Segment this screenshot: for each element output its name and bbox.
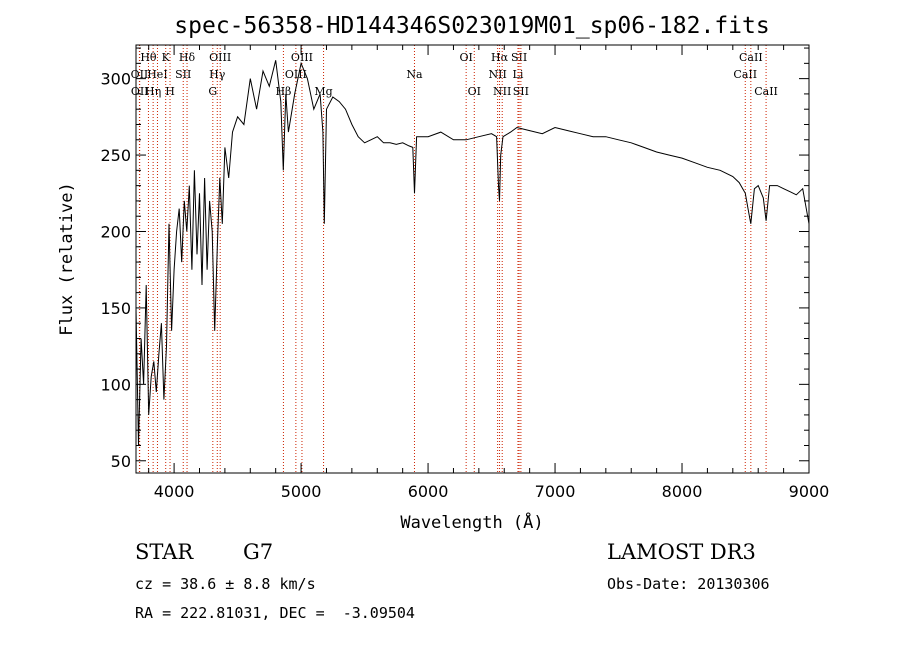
- x-tick-label-5: 9000: [789, 482, 830, 501]
- object-class: STAR: [135, 540, 194, 564]
- marker-label-8: Hδ: [179, 51, 196, 64]
- survey-name: LAMOST DR3: [607, 540, 756, 564]
- marker-label-14: OIII: [291, 51, 313, 64]
- plot-frame: [135, 44, 810, 474]
- redshift-velocity: cz = 38.6 ± 8.8 km/s: [135, 575, 316, 593]
- marker-label-9: G: [208, 85, 217, 98]
- marker-label-3: Hη: [145, 85, 161, 98]
- object-subclass: G7: [243, 540, 274, 564]
- observation-date: Obs-Date: 20130306: [607, 575, 770, 593]
- marker-label-18: OI: [468, 85, 481, 98]
- marker-label-0: OII: [131, 68, 149, 81]
- y-axis-label: Flux (relative): [57, 182, 77, 336]
- marker-label-10: Hγ: [209, 68, 226, 81]
- y-tick-label-2: 150: [100, 299, 131, 318]
- y-tick-label-0: 50: [111, 452, 131, 471]
- marker-label-4: HeI: [147, 68, 167, 81]
- marker-label-6: H: [165, 85, 175, 98]
- x-tick-label-0: 4000: [154, 482, 195, 501]
- x-tick-label-2: 6000: [408, 482, 449, 501]
- marker-label-1: OII: [131, 85, 149, 98]
- marker-label-27: CaII: [754, 85, 778, 98]
- y-tick-label-4: 250: [100, 146, 131, 165]
- line-markers: OIIOIIHθHηHeIKHSIIHδGHγOIIIHβOIIIOIIIMgN…: [131, 45, 778, 473]
- x-axis-label: Wavelength (Å): [400, 511, 543, 533]
- marker-label-25: CaII: [733, 68, 757, 81]
- y-tick-label-3: 200: [100, 222, 131, 241]
- coordinates: RA = 222.81031, DEC = -3.09504: [135, 604, 415, 622]
- y-tick-label-5: 300: [100, 70, 131, 89]
- x-tick-label-3: 7000: [535, 482, 576, 501]
- marker-label-13: OIII: [285, 68, 307, 81]
- marker-label-12: Hβ: [275, 85, 291, 98]
- marker-label-5: K: [162, 51, 171, 64]
- marker-label-16: Na: [406, 68, 423, 81]
- x-tick-label-1: 5000: [281, 482, 322, 501]
- marker-label-24: SII: [513, 85, 529, 98]
- y-tick-label-1: 100: [100, 375, 131, 394]
- marker-label-11: OIII: [209, 51, 231, 64]
- marker-label-15: Mg: [314, 85, 332, 98]
- marker-label-2: Hθ: [140, 51, 157, 64]
- marker-label-21: NII: [493, 85, 511, 98]
- marker-label-17: OI: [459, 51, 472, 64]
- marker-label-22: Li: [513, 68, 524, 81]
- x-tick-label-4: 8000: [662, 482, 703, 501]
- marker-label-26: CaII: [739, 51, 763, 64]
- chart-title: spec-56358-HD144346S023019M01_sp06-182.f…: [174, 13, 769, 39]
- spectrum-line: [135, 60, 810, 446]
- axes: 4000 5000 6000 7000 8000 9000 50 100 150 200 250 30…: [100, 45, 829, 501]
- marker-label-20: Hα: [491, 51, 509, 64]
- marker-label-7: SII: [175, 68, 191, 81]
- marker-label-19: NII: [488, 68, 506, 81]
- marker-label-23: SII: [511, 51, 527, 64]
